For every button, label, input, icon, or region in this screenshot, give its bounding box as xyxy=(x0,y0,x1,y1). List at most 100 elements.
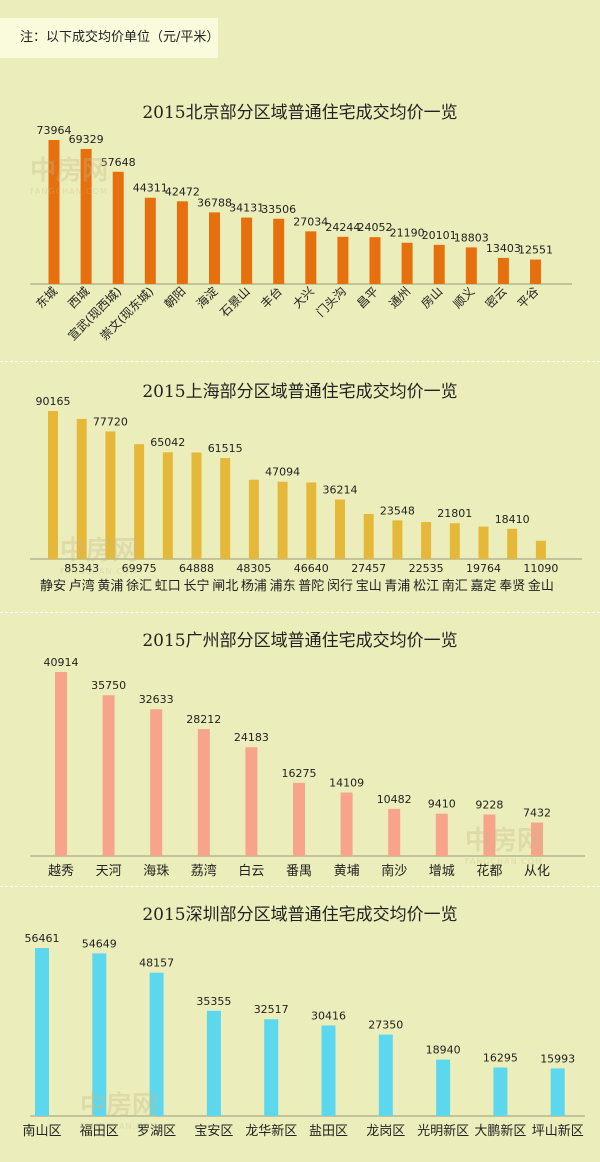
data-label: 27350 xyxy=(368,1019,403,1032)
category-label: 闵行 xyxy=(327,579,353,594)
category-label: 顺义 xyxy=(451,284,478,311)
bar xyxy=(209,212,220,284)
data-label: 27457 xyxy=(351,562,386,575)
chart-svg: 2015广州部分区域普通住宅成交均价一览 40914 越秀 35750 天河 32633 海… xyxy=(30,631,585,879)
category-label: 虹口 xyxy=(155,579,181,594)
divider xyxy=(0,361,600,362)
bar xyxy=(264,1019,279,1116)
bar xyxy=(483,814,496,856)
category-label: 金山 xyxy=(528,578,554,594)
category-label: 朝阳 xyxy=(162,284,189,311)
bar xyxy=(35,948,49,1116)
category-label: 龙岗区 xyxy=(366,1124,405,1139)
data-label: 35750 xyxy=(91,679,126,692)
bar xyxy=(449,523,460,559)
data-label: 21801 xyxy=(437,507,472,520)
category-label: 大鹏新区 xyxy=(474,1123,526,1139)
data-label: 9228 xyxy=(475,798,503,811)
category-label: 静安 xyxy=(40,579,66,594)
category-label: 黄埔 xyxy=(334,864,360,879)
data-label: 28212 xyxy=(186,713,221,726)
bar xyxy=(277,481,288,559)
category-label: 福田区 xyxy=(80,1124,119,1139)
bar xyxy=(507,528,518,559)
category-label: 南山区 xyxy=(22,1123,61,1139)
category-label: 坪山新区 xyxy=(532,1123,584,1139)
data-label: 9410 xyxy=(428,798,456,811)
category-label: 宝安区 xyxy=(194,1124,233,1139)
data-label: 40914 xyxy=(44,656,79,669)
bar xyxy=(293,782,305,856)
category-label: 大兴 xyxy=(290,284,317,311)
category-label: 门头沟 xyxy=(313,284,349,320)
category-label: 西城 xyxy=(65,284,92,311)
data-label: 85343 xyxy=(64,562,99,575)
data-label: 10482 xyxy=(377,793,412,806)
bar xyxy=(105,431,116,559)
data-label: 73964 xyxy=(37,124,72,137)
bar xyxy=(220,458,231,559)
data-label: 24244 xyxy=(325,221,360,234)
data-label: 56461 xyxy=(25,932,60,945)
data-label: 48157 xyxy=(139,957,174,970)
data-label: 35355 xyxy=(196,995,231,1008)
category-label: 长宁 xyxy=(183,578,209,594)
data-label: 54649 xyxy=(82,937,117,950)
data-label: 32633 xyxy=(139,693,174,706)
divider xyxy=(0,612,600,613)
category-label: 龙华新区 xyxy=(245,1123,297,1139)
data-label: 11090 xyxy=(523,562,558,575)
category-label: 奉贤 xyxy=(499,579,525,594)
data-label: 13403 xyxy=(486,242,521,255)
data-label: 24052 xyxy=(358,221,393,234)
bar xyxy=(197,729,210,856)
bar xyxy=(112,171,124,284)
divider xyxy=(0,886,600,887)
category-label: 徐汇 xyxy=(126,579,152,594)
bar xyxy=(248,479,259,559)
bar xyxy=(465,247,477,284)
data-label: 65042 xyxy=(150,436,185,449)
category-label: 卢湾 xyxy=(69,578,95,594)
bar xyxy=(102,695,115,856)
category-label: 番禺 xyxy=(286,864,312,879)
category-label: 罗湖区 xyxy=(137,1124,176,1139)
category-label: 杨浦 xyxy=(241,579,267,594)
chart-title: 2015北京部分区域普通住宅成交均价一览 xyxy=(142,103,457,123)
data-label: 61515 xyxy=(208,442,243,455)
bar xyxy=(92,953,107,1116)
category-label: 石景山 xyxy=(217,284,252,319)
bar xyxy=(306,482,317,559)
bar xyxy=(530,259,541,284)
data-label: 19764 xyxy=(466,562,501,575)
data-label: 7432 xyxy=(523,807,551,820)
category-label: 闸北 xyxy=(212,579,238,594)
bar xyxy=(321,1025,336,1116)
category-label: 海淀 xyxy=(193,284,221,312)
unit-note: 注：以下成交均价单位（元/平米） xyxy=(0,18,219,58)
category-label: 南沙 xyxy=(381,863,407,879)
bar xyxy=(337,236,349,284)
data-label: 27034 xyxy=(293,215,328,228)
data-label: 36788 xyxy=(197,196,232,209)
data-label: 48305 xyxy=(236,562,271,575)
data-label: 77720 xyxy=(93,415,128,428)
bar xyxy=(436,1059,451,1116)
bar xyxy=(497,257,509,284)
category-label: 青浦 xyxy=(384,579,410,594)
chart-title: 2015上海部分区域普通住宅成交均价一览 xyxy=(142,382,457,402)
category-label: 天河 xyxy=(96,864,122,879)
category-label: 白云 xyxy=(238,863,264,879)
chart-svg: 2015深圳部分区域普通住宅成交均价一览 56461 南山区 54649 福田区 4815… xyxy=(22,905,585,1139)
data-label: 57648 xyxy=(101,156,136,169)
bar xyxy=(80,149,92,284)
bar xyxy=(388,808,401,856)
category-label: 宝山 xyxy=(356,579,382,594)
bar xyxy=(176,201,188,284)
data-label: 18940 xyxy=(426,1044,461,1057)
bar xyxy=(149,972,164,1116)
bar xyxy=(363,513,374,559)
category-label: 花都 xyxy=(476,863,502,879)
bar xyxy=(241,217,253,284)
category-label: 从化 xyxy=(524,864,550,879)
